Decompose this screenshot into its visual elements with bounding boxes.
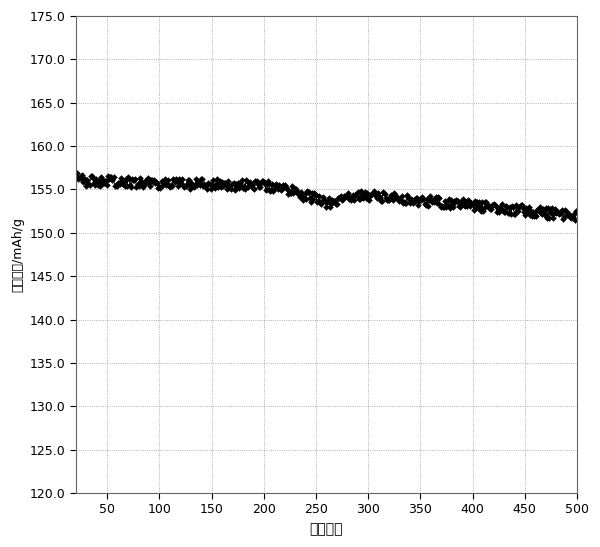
Y-axis label: 比容量次/mAh/g: 比容量次/mAh/g bbox=[11, 217, 24, 292]
X-axis label: 循环序号: 循环序号 bbox=[310, 522, 343, 536]
